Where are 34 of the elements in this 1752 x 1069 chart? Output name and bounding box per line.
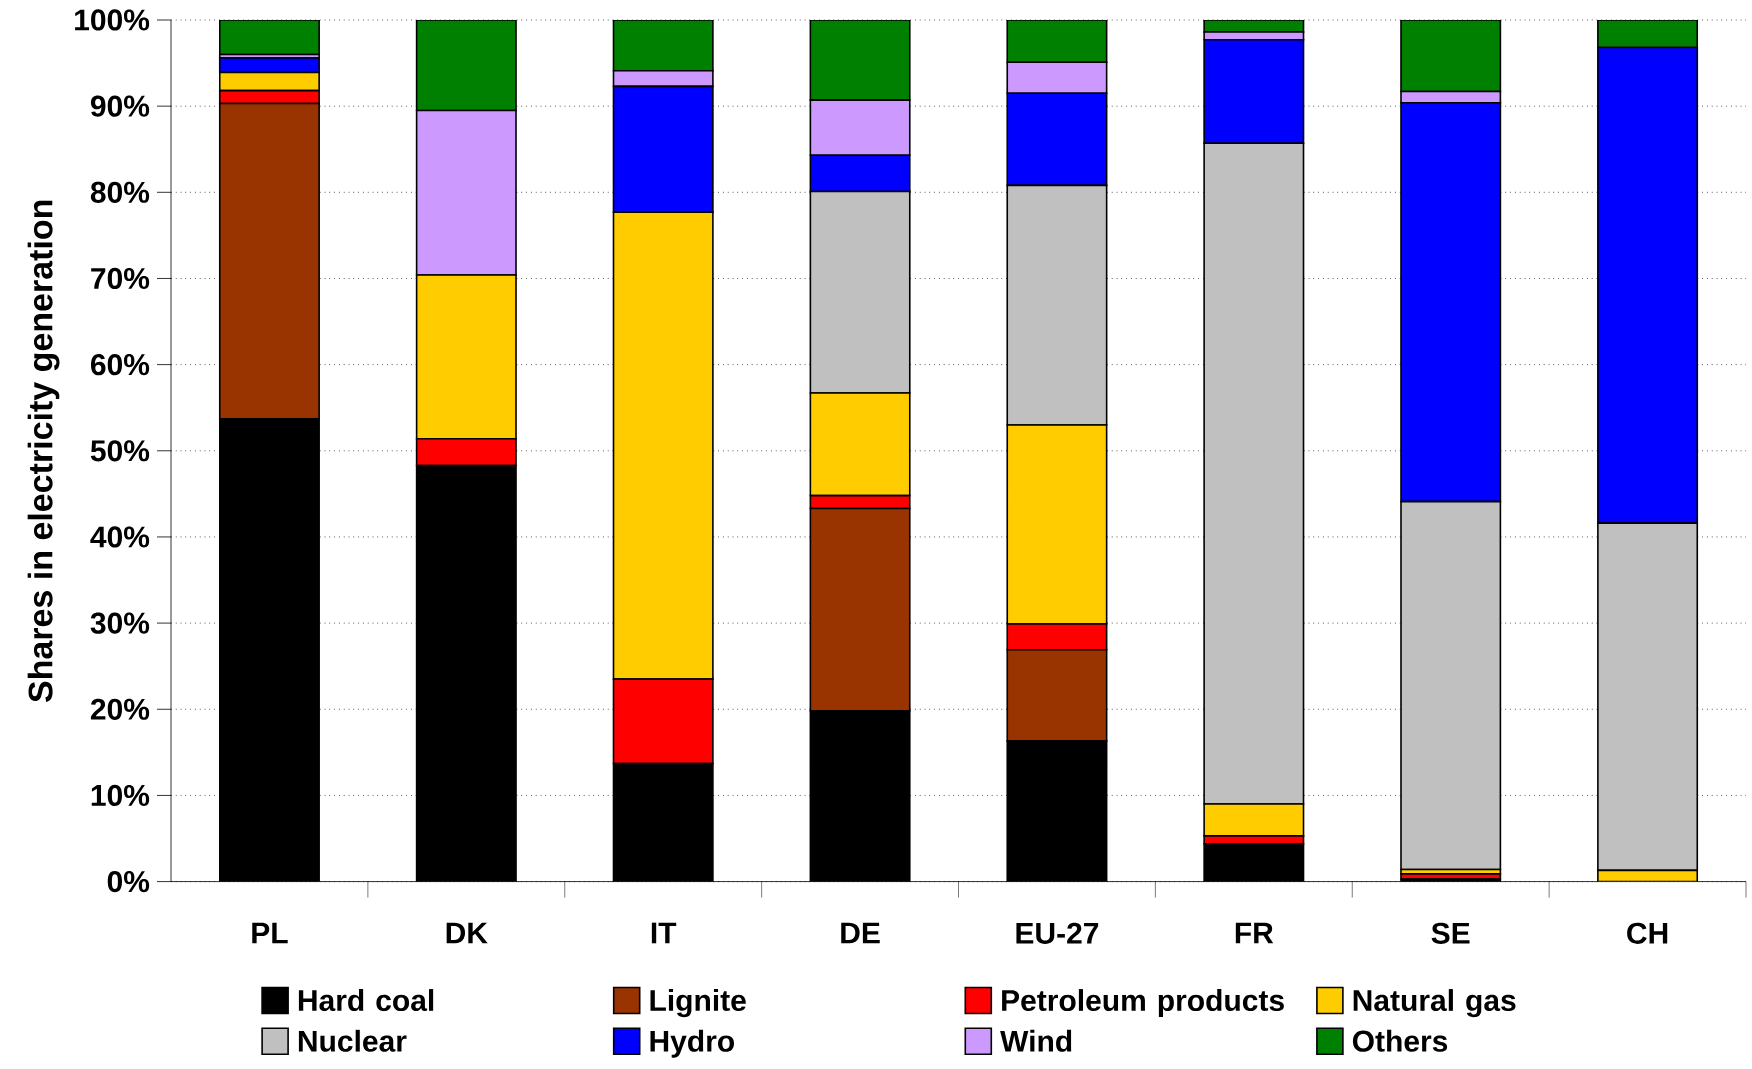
y-axis-title: Shares in electricity generation [27, 200, 60, 703]
x-tick-label: IT [651, 922, 677, 944]
y-tick-label: 90% [90, 95, 150, 117]
legend-label: Hard coal [298, 989, 434, 1012]
bar [218, 71, 320, 92]
y-tick-label: 70% [91, 267, 150, 290]
y-tick-label: 50% [90, 440, 150, 462]
x-tick-label: SE [1431, 922, 1470, 944]
x-tick-label: PL [252, 922, 288, 944]
y-tick-label: 60% [90, 354, 150, 376]
bar [415, 274, 517, 440]
y-tick-label: 0% [107, 870, 150, 893]
legend-label: Hydro [650, 1029, 734, 1058]
x-tick-label: CH [1627, 922, 1668, 944]
legend-label: Wind [1000, 1029, 1072, 1052]
legend-label: Nuclear [298, 1029, 407, 1052]
y-tick-label: 30% [90, 612, 150, 634]
bar [1006, 424, 1108, 625]
legend-label: Others [1352, 1029, 1448, 1052]
bar [612, 211, 714, 680]
y-tick-label: 80% [90, 181, 150, 203]
x-tick-label: EU-27 [1016, 922, 1099, 944]
legend-label: Lignite [650, 989, 746, 1018]
bar [1203, 803, 1305, 837]
y-tick-label: 100% [75, 9, 150, 31]
x-tick-label: DE [841, 922, 880, 944]
legend-label: Petroleum products [1002, 989, 1284, 1018]
bar [809, 392, 911, 497]
legend-label: Natural gas [1353, 989, 1516, 1018]
y-tick-label: 40% [90, 526, 150, 548]
y-tick-label: 20% [90, 698, 150, 720]
y-tick-label: 10% [91, 784, 150, 807]
x-tick-label: DK [446, 922, 488, 944]
x-tick-label: FR [1235, 922, 1274, 944]
